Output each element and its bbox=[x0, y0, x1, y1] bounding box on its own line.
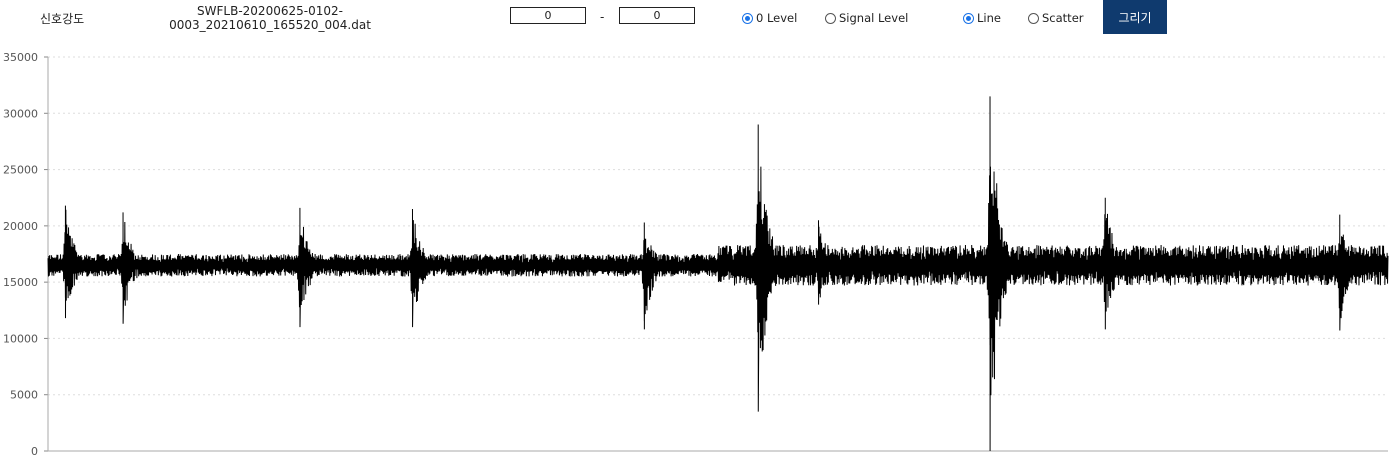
toolbar: 신호강도 SWFLB-20200625-0102- 0003_20210610_… bbox=[0, 0, 1391, 40]
y-tick-label: 5000 bbox=[10, 389, 38, 402]
y-tick-label: 35000 bbox=[3, 51, 38, 64]
range-separator: - bbox=[600, 10, 605, 24]
signal-chart: 0 5000 10000 15000 20000 25000 30000 35000 bbox=[3, 51, 1389, 458]
range-end-input[interactable] bbox=[619, 7, 695, 24]
filename-line-1: SWFLB-20200625-0102- bbox=[197, 4, 343, 18]
radio-line[interactable]: Line bbox=[963, 11, 1001, 25]
radio-signal-level-label: Signal Level bbox=[839, 11, 909, 25]
draw-button[interactable]: 그리기 bbox=[1103, 0, 1167, 34]
signal-series-line bbox=[47, 96, 1389, 452]
radio-unselected-icon[interactable] bbox=[825, 12, 836, 24]
y-tick-label: 10000 bbox=[3, 332, 38, 345]
radio-unselected-icon[interactable] bbox=[1028, 12, 1039, 24]
radio-scatter-label: Scatter bbox=[1042, 11, 1084, 25]
grid-lines bbox=[48, 56, 1388, 452]
y-axis: 0 5000 10000 15000 20000 25000 30000 35000 bbox=[3, 51, 49, 458]
radio-signal-level[interactable]: Signal Level bbox=[825, 11, 908, 25]
radio-zero-level-label: 0 Level bbox=[756, 11, 798, 25]
radio-zero-level[interactable]: 0 Level bbox=[742, 11, 797, 25]
y-tick-label: 15000 bbox=[3, 276, 38, 289]
radio-line-label: Line bbox=[977, 11, 1001, 25]
y-tick-label: 20000 bbox=[3, 220, 38, 233]
y-tick-label: 25000 bbox=[3, 164, 38, 177]
filename-label: SWFLB-20200625-0102- 0003_20210610_16552… bbox=[160, 4, 380, 32]
y-tick-label: 0 bbox=[31, 445, 38, 458]
radio-selected-icon[interactable] bbox=[963, 12, 974, 24]
filename-line-2: 0003_20210610_165520_004.dat bbox=[169, 18, 371, 32]
chart-title: 신호강도 bbox=[40, 12, 85, 26]
y-tick-label: 30000 bbox=[3, 107, 38, 120]
radio-scatter[interactable]: Scatter bbox=[1028, 11, 1084, 25]
radio-selected-icon[interactable] bbox=[742, 12, 753, 24]
range-start-input[interactable] bbox=[510, 7, 586, 24]
